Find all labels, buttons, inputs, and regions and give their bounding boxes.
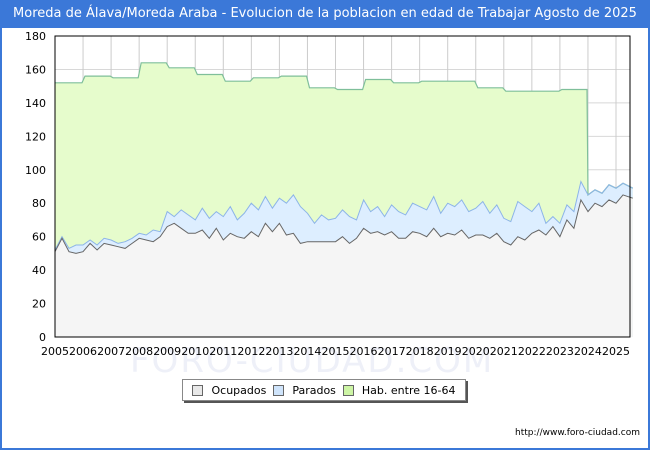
source-link[interactable]: http://www.foro-ciudad.com — [515, 428, 640, 438]
legend-label: Hab. entre 16-64 — [361, 383, 456, 397]
svg-text:180: 180 — [25, 30, 46, 43]
hab-swatch-icon — [342, 384, 354, 396]
svg-text:2015: 2015 — [322, 345, 350, 358]
svg-text:2008: 2008 — [125, 345, 153, 358]
svg-text:2018: 2018 — [406, 345, 434, 358]
svg-text:60: 60 — [32, 231, 46, 244]
svg-text:2014: 2014 — [293, 345, 321, 358]
svg-text:2011: 2011 — [209, 345, 237, 358]
watermark: FORO-CIUDAD.COM — [130, 341, 494, 381]
svg-text:2007: 2007 — [97, 345, 125, 358]
svg-text:2010: 2010 — [181, 345, 209, 358]
svg-text:2020: 2020 — [462, 345, 490, 358]
svg-text:120: 120 — [25, 130, 46, 143]
svg-text:100: 100 — [25, 164, 46, 177]
legend-item-hab: Hab. entre 16-64 — [342, 383, 456, 397]
ocupados-swatch-icon — [192, 384, 204, 396]
svg-text:40: 40 — [32, 264, 46, 277]
data-areas — [54, 62, 634, 338]
svg-text:2024: 2024 — [574, 345, 602, 358]
svg-text:2009: 2009 — [153, 345, 181, 358]
svg-text:80: 80 — [32, 197, 46, 210]
y-axis-labels: 0 20 40 60 80 100 120 140 160 180 — [25, 30, 46, 344]
svg-text:2012: 2012 — [237, 345, 265, 358]
legend-label: Ocupados — [211, 383, 267, 397]
chart-title: Moreda de Álava/Moreda Araba - Evolucion… — [13, 6, 637, 21]
parados-swatch-icon — [273, 384, 285, 396]
x-axis-labels: 2005 2006 2007 2008 2009 2010 2011 2012 2013 2014… — [41, 345, 630, 358]
legend-item-ocupados: Ocupados — [192, 384, 266, 397]
svg-text:2019: 2019 — [434, 345, 462, 358]
svg-text:2021: 2021 — [490, 345, 518, 358]
axes — [54, 35, 631, 338]
svg-text:2005: 2005 — [41, 345, 69, 358]
svg-text:2022: 2022 — [518, 345, 546, 358]
svg-text:160: 160 — [25, 63, 46, 76]
svg-text:2017: 2017 — [378, 345, 406, 358]
svg-text:2023: 2023 — [546, 345, 574, 358]
legend-label: Parados — [292, 383, 336, 397]
svg-text:2016: 2016 — [350, 345, 378, 358]
legend-item-parados: Parados — [273, 384, 336, 397]
svg-text:2025: 2025 — [602, 345, 630, 358]
svg-text:140: 140 — [25, 97, 46, 110]
svg-text:2006: 2006 — [69, 345, 97, 358]
svg-text:20: 20 — [32, 298, 46, 311]
svg-text:2013: 2013 — [265, 345, 293, 358]
svg-text:0: 0 — [39, 331, 46, 344]
legend: Ocupados Parados Hab. entre 16-64 — [182, 379, 466, 401]
